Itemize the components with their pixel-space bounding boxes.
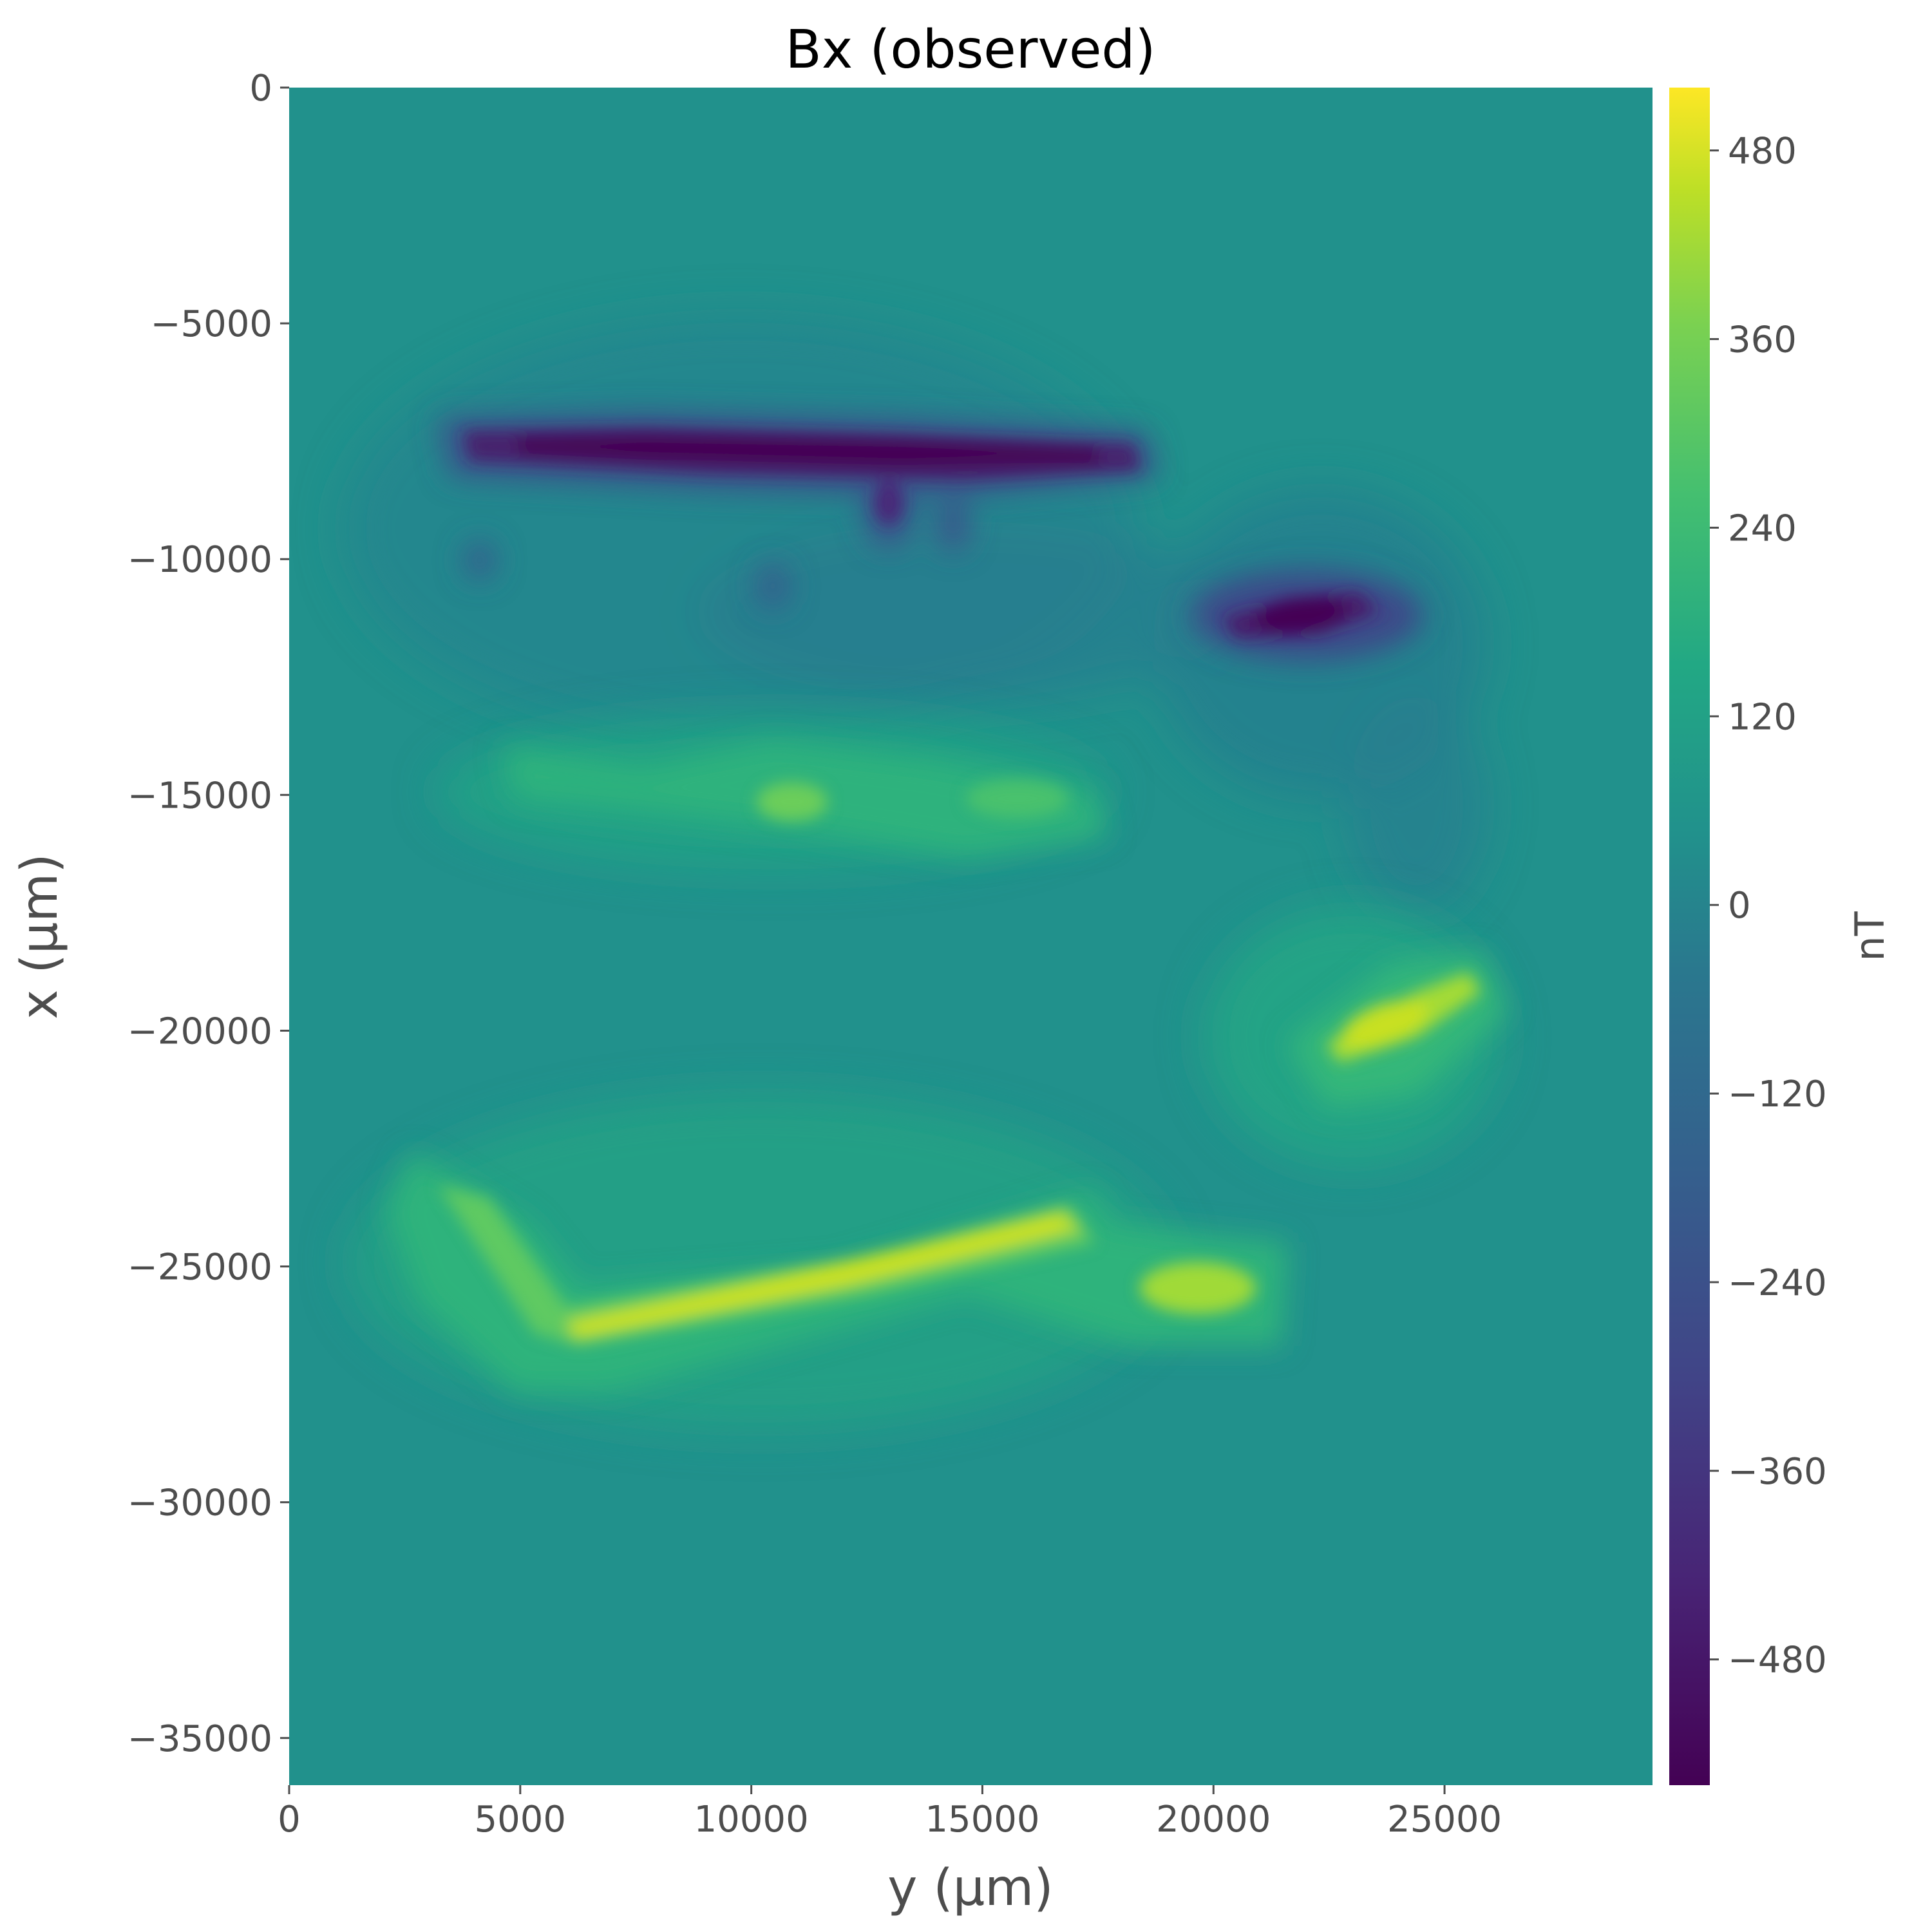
colorbar-tick-label: −120 [1728,1074,1827,1115]
x-axis-label: y (μm) [887,1859,1053,1917]
x-axis-ticks: 0 5000 10000 15000 20000 25000 [278,1785,1502,1841]
x-tick-label: 0 [278,1799,301,1841]
colorbar-tick-label: −480 [1728,1640,1827,1681]
y-tick-label: −10000 [128,539,272,581]
y-tick-label: 0 [249,68,272,109]
colorbar-ticks: 480 360 240 120 0 −120 −240 −360 −480 [1710,131,1827,1681]
colorbar-tick-label: 240 [1728,507,1797,549]
y-axis-label: x (μm) [11,853,69,1019]
x-tick-label: 25000 [1387,1799,1502,1841]
x-tick-label: 20000 [1156,1799,1271,1841]
colorbar-label: nT [1846,911,1893,961]
y-tick-label: −15000 [128,775,272,817]
heatmap-plot [289,88,1653,1785]
y-axis-ticks: 0 −5000 −10000 −15000 −20000 −25000 −30000 −350… [128,68,289,1760]
y-tick-label: −25000 [128,1247,272,1289]
negative-peaks [464,428,1378,638]
colorbar-tick-label: 120 [1728,696,1797,738]
colorbar [1669,88,1710,1785]
heatmap-background [289,88,1653,1785]
y-tick-label: −30000 [128,1482,272,1524]
colorbar-tick-label: −360 [1728,1451,1827,1493]
positive-peaks [438,779,1481,1346]
x-tick-label: 10000 [694,1799,809,1841]
colorbar-tick-label: 480 [1728,131,1797,173]
x-tick-label: 5000 [475,1799,567,1841]
chart-title: Bx (observed) [786,19,1156,80]
x-tick-label: 15000 [925,1799,1039,1841]
colorbar-tick-label: −240 [1728,1262,1827,1304]
y-tick-label: −35000 [128,1718,272,1760]
colorbar-tick-label: 0 [1728,885,1751,927]
y-tick-label: −20000 [128,1010,272,1052]
y-tick-label: −5000 [151,303,272,345]
colorbar-tick-label: 360 [1728,319,1797,361]
